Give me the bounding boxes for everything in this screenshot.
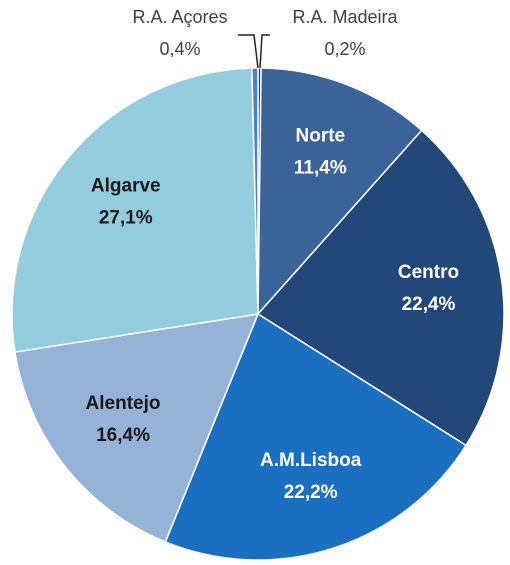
slice-value-label: 22,2%: [284, 482, 338, 503]
slice-label: Alentejo: [86, 393, 161, 414]
slice-label: R.A. Madeira: [292, 7, 398, 27]
slice-label: R.A. Açores: [132, 7, 227, 27]
slice-label: Norte: [296, 125, 346, 146]
slice-value-label: 27,1%: [99, 208, 153, 229]
pie-slice: [164, 312, 468, 561]
leader-line: [238, 34, 259, 69]
pie-slice: [257, 67, 423, 316]
slice-label: Algarve: [91, 176, 161, 197]
pie: [11, 67, 505, 561]
slice-value-label: 16,4%: [96, 425, 150, 446]
slice-value-label: 22,4%: [402, 294, 456, 315]
pie-slice: [14, 313, 260, 543]
slice-value-label: 0,4%: [159, 39, 200, 59]
slice-value-label: 0,2%: [324, 39, 365, 59]
slice-label: Centro: [398, 262, 459, 283]
slice-label: A.M.Lisboa: [260, 450, 362, 471]
slice-value-label: 11,4%: [294, 157, 347, 178]
leader-line: [259, 34, 270, 69]
pie-slice: [11, 67, 259, 353]
pie-slice: [256, 129, 505, 447]
